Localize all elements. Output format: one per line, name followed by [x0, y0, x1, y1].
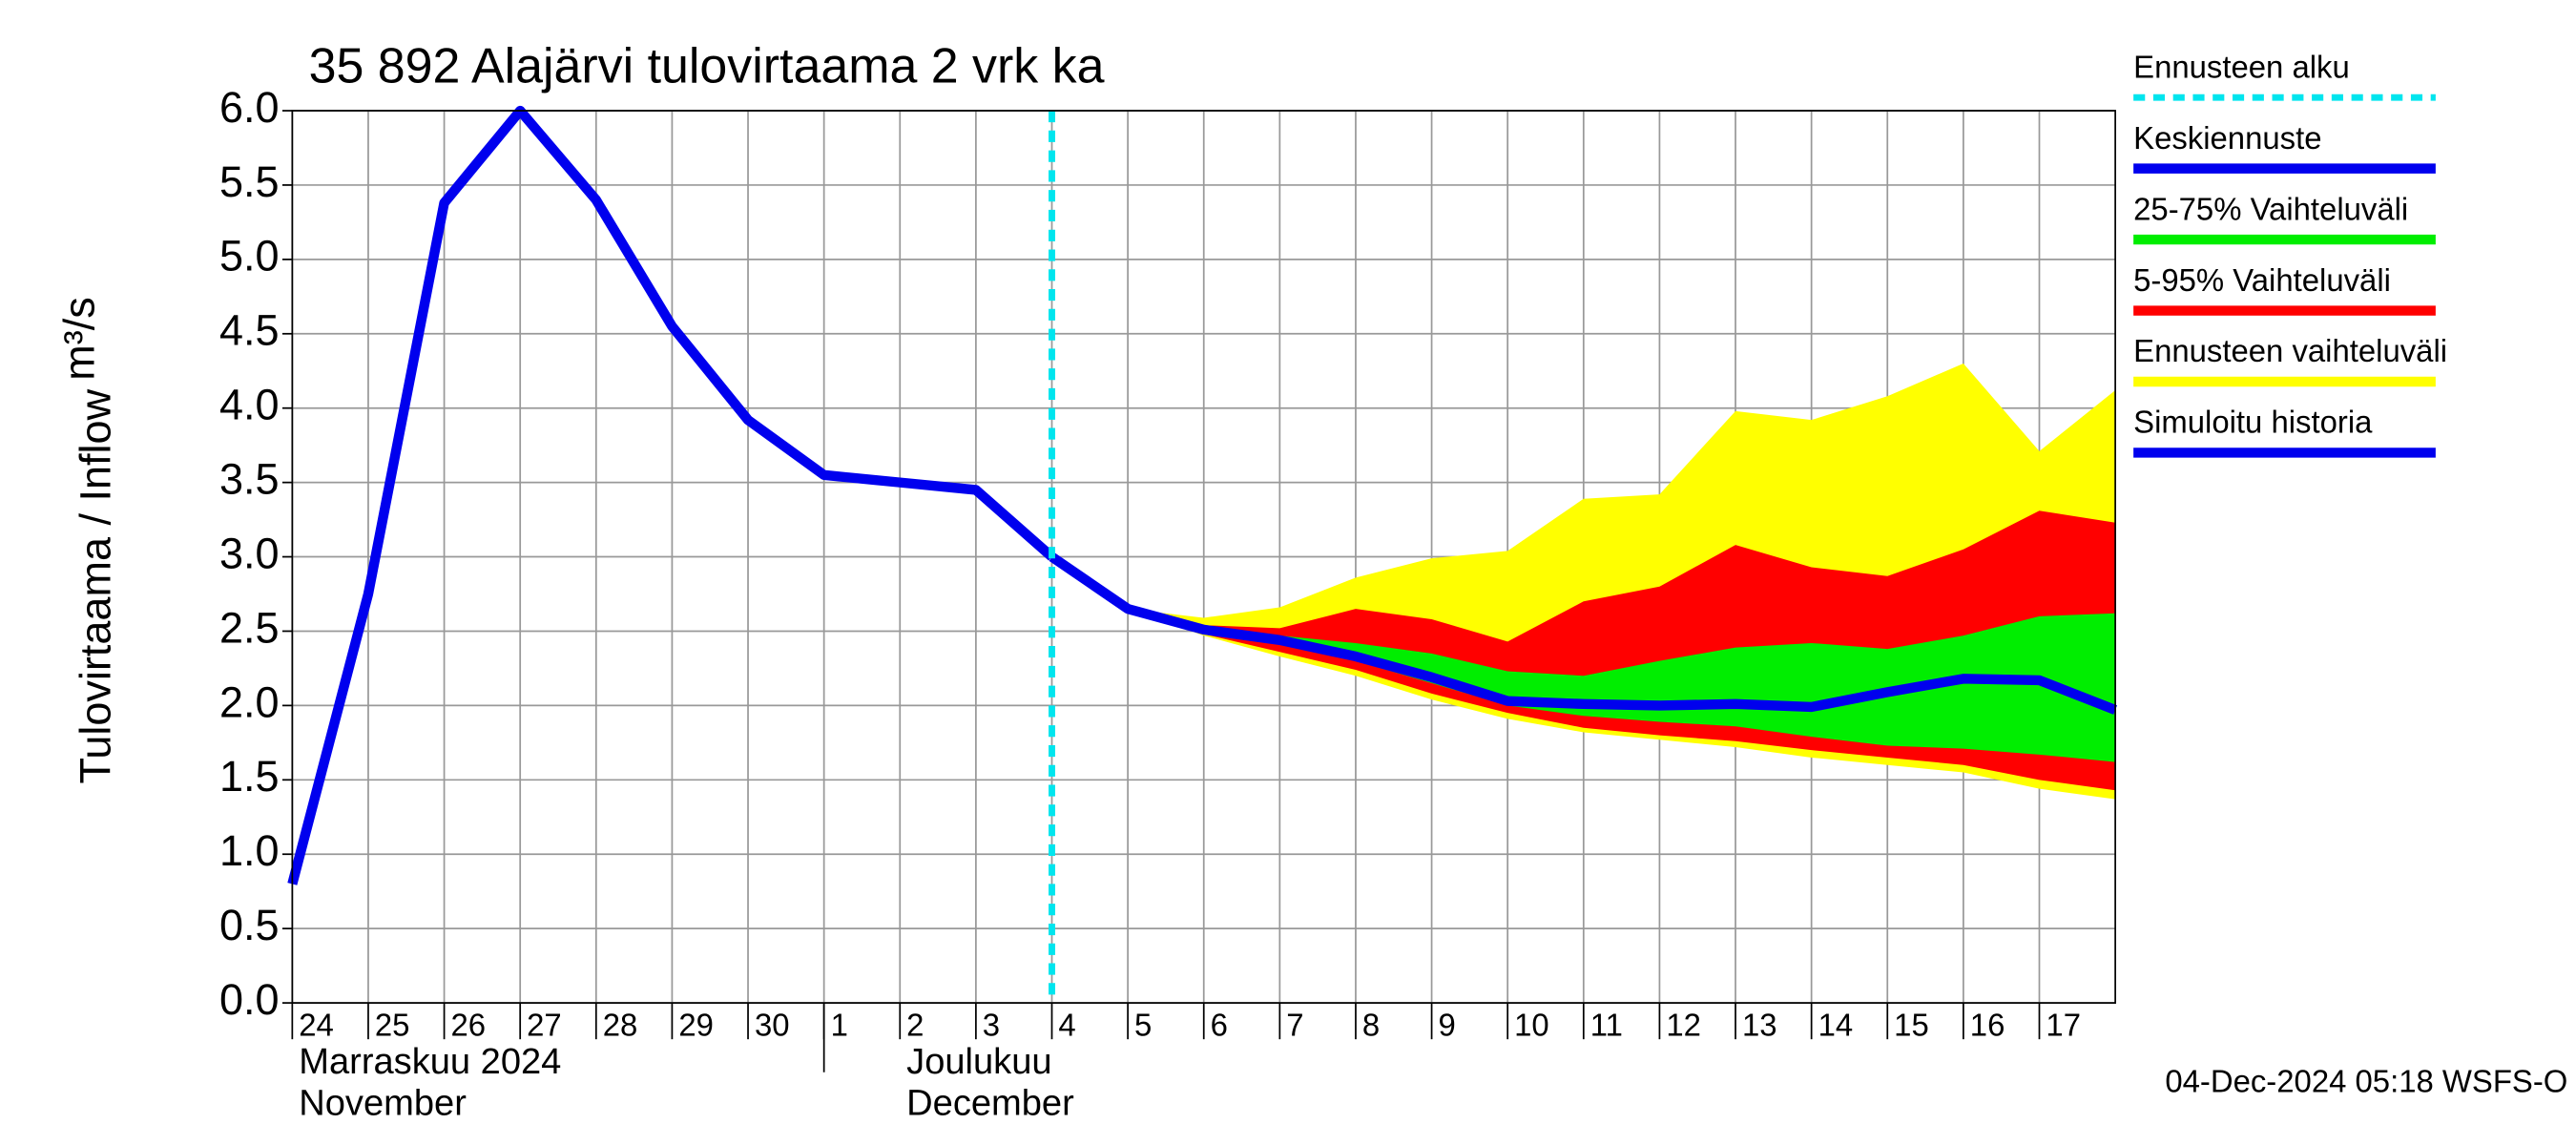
x-tick-label: 1 [831, 1008, 848, 1043]
y-tick-label: 4.5 [219, 306, 280, 355]
y-tick-label: 2.5 [219, 603, 280, 652]
legend-label: Keskiennuste [2133, 120, 2321, 156]
y-tick-label: 6.0 [219, 83, 280, 132]
x-tick-label: 25 [375, 1008, 410, 1043]
legend-label: Simuloitu historia [2133, 405, 2373, 440]
y-tick-label: 1.0 [219, 826, 280, 875]
y-tick-label: 1.5 [219, 752, 280, 801]
series-line [287, 105, 1055, 885]
x-tick-label: 16 [1970, 1008, 2005, 1043]
chart-title: 35 892 Alajärvi tulovirtaama 2 vrk ka [309, 38, 1105, 94]
series-line [1049, 552, 2118, 715]
x-tick-label: 12 [1666, 1008, 1701, 1043]
x-tick-label: 30 [755, 1008, 790, 1043]
legend-label: 5-95% Vaihteluväli [2133, 262, 2391, 298]
x-tick-label: 8 [1362, 1008, 1380, 1043]
y-tick-label: 0.5 [219, 901, 280, 949]
x-tick-label: 4 [1058, 1008, 1075, 1043]
x-tick-label: 2 [906, 1008, 924, 1043]
y-tick-label: 0.0 [219, 975, 280, 1024]
y-tick-label: 3.5 [219, 455, 280, 504]
month-label: Joulukuu [906, 1042, 1051, 1082]
x-tick-label: 17 [2046, 1008, 2081, 1043]
plot-frame [291, 110, 2116, 1004]
month-label: November [299, 1083, 467, 1123]
x-tick-label: 26 [450, 1008, 486, 1043]
x-tick-label: 5 [1134, 1008, 1152, 1043]
x-tick-label: 24 [299, 1008, 334, 1043]
y-tick-label: 4.0 [219, 381, 280, 429]
x-tick-label: 11 [1590, 1008, 1623, 1043]
x-tick-label: 14 [1818, 1008, 1854, 1043]
y-axis-label: Tulovirtaama / Inflow [72, 388, 120, 783]
x-tick-label: 7 [1286, 1008, 1303, 1043]
x-tick-label: 10 [1514, 1008, 1549, 1043]
x-tick-label: 6 [1211, 1008, 1228, 1043]
legend-label: Ennusteen vaihteluväli [2133, 333, 2447, 368]
x-tick-label: 29 [678, 1008, 714, 1043]
month-label: Marraskuu 2024 [299, 1042, 561, 1082]
x-tick-label: 27 [527, 1008, 562, 1043]
y-axis-unit: m³/s [54, 297, 103, 381]
legend-label: Ennusteen alku [2133, 49, 2350, 84]
x-tick-label: 13 [1742, 1008, 1777, 1043]
y-tick-label: 5.5 [219, 157, 280, 206]
y-tick-label: 2.0 [219, 677, 280, 726]
month-label: December [906, 1083, 1074, 1123]
y-tick-label: 3.0 [219, 529, 280, 577]
y-tick-label: 5.0 [219, 232, 280, 281]
x-tick-label: 15 [1894, 1008, 1929, 1043]
footer: 04-Dec-2024 05:18 WSFS-O [2165, 1064, 2567, 1099]
x-tick-label: 3 [983, 1008, 1000, 1043]
band-area [1051, 556, 2116, 762]
legend-label: 25-75% Vaihteluväli [2133, 191, 2408, 226]
x-tick-label: 9 [1439, 1008, 1456, 1043]
x-tick-label: 28 [603, 1008, 638, 1043]
